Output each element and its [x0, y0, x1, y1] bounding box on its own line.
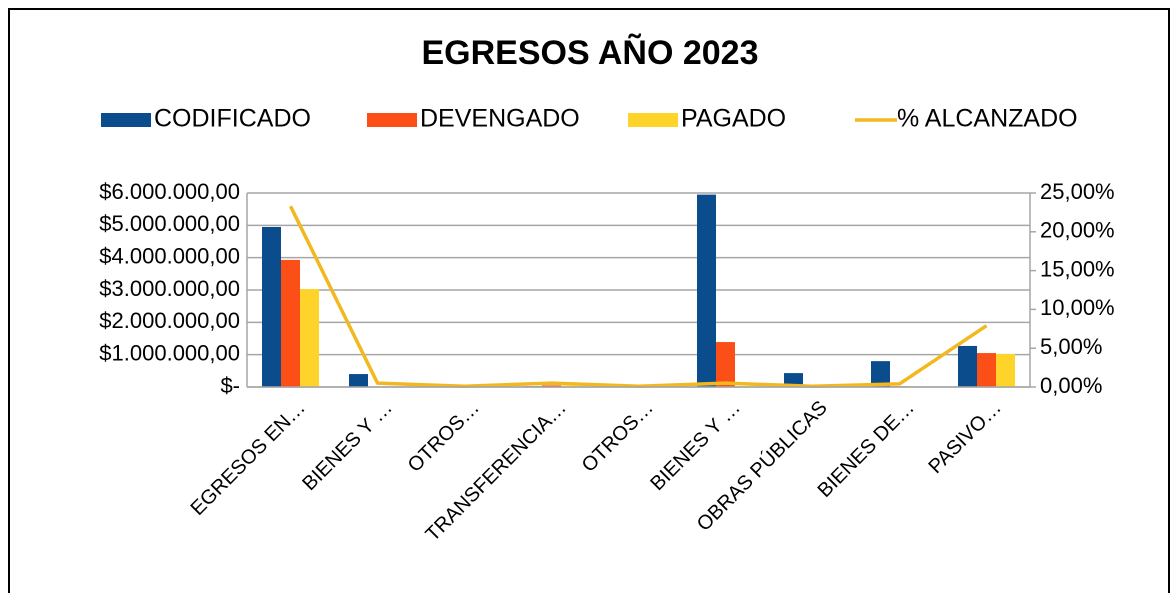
legend-marker: [628, 113, 678, 127]
y2-tick-label: 25,00%: [1040, 179, 1115, 204]
y2-tick-label: 10,00%: [1040, 295, 1115, 320]
x-tick-label: BIENES Y …: [646, 397, 744, 495]
bar: [958, 345, 977, 387]
bar: [300, 289, 319, 387]
x-tick-label: BIENES Y …: [298, 397, 396, 495]
legend-label: % ALCANZADO: [897, 105, 1078, 133]
bar: [784, 373, 803, 387]
legend-marker: [101, 113, 151, 127]
y-tick-label: $3.000.000,00: [99, 276, 240, 301]
chart-border: [8, 8, 1170, 593]
x-tick-label: OTROS…: [578, 397, 658, 477]
x-tick-label: OTROS…: [404, 397, 484, 477]
x-tick-label: PASIVO…: [924, 397, 1005, 478]
legend-label: DEVENGADO: [420, 105, 580, 133]
y-tick-label: $1.000.000,00: [99, 340, 240, 365]
bar: [697, 194, 716, 387]
y2-tick-label: 15,00%: [1040, 256, 1115, 281]
bar: [542, 385, 561, 387]
bar: [871, 361, 890, 387]
bar: [716, 342, 735, 387]
bar: [262, 226, 281, 387]
y-tick-label: $5.000.000,00: [99, 211, 240, 236]
bar: [996, 354, 1015, 387]
y-tick-label: $6.000.000,00: [99, 179, 240, 204]
y-tick-label: $-: [220, 373, 240, 398]
legend-label: CODIFICADO: [154, 105, 311, 133]
y-tick-label: $4.000.000,00: [99, 243, 240, 268]
bar: [977, 353, 996, 387]
y2-tick-label: 5,00%: [1040, 334, 1102, 359]
x-tick-label: TRANSFERENCIA…: [422, 397, 571, 546]
bar: [281, 259, 300, 387]
legend-label: PAGADO: [681, 105, 786, 133]
y2-tick-label: 20,00%: [1040, 218, 1115, 243]
line-series: [288, 205, 988, 388]
legend-marker: [367, 113, 417, 127]
x-tick-label: EGRESOS EN…: [187, 397, 310, 520]
y-tick-label: $2.000.000,00: [99, 308, 240, 333]
bar: [349, 374, 368, 387]
y2-tick-label: 0,00%: [1040, 373, 1102, 398]
chart-title: EGRESOS AÑO 2023: [422, 34, 759, 72]
